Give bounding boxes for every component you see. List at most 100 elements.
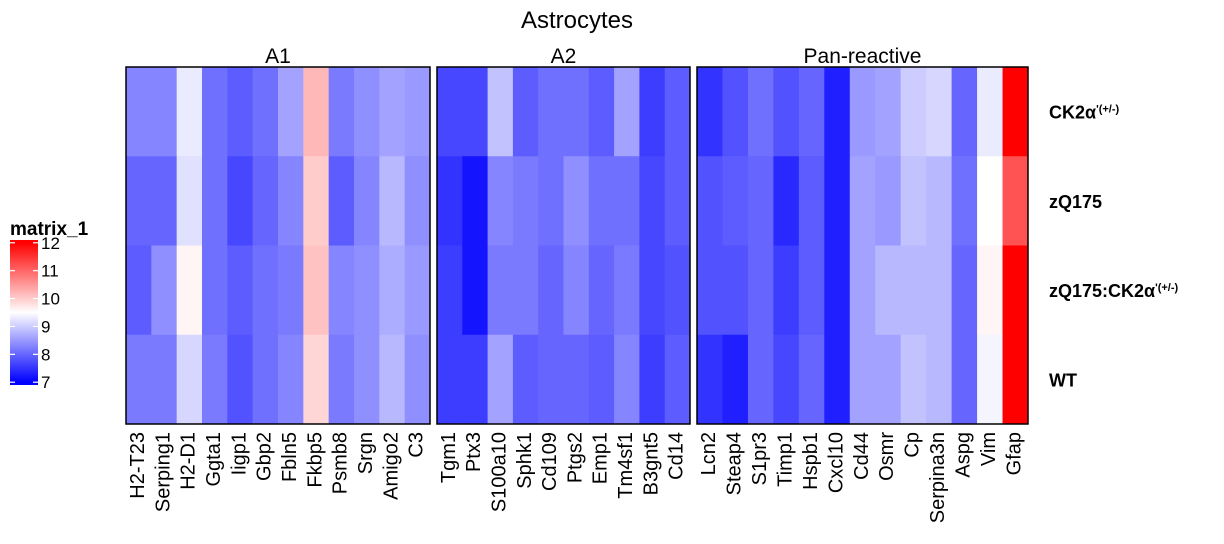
heatmap-cell <box>538 245 564 336</box>
heatmap-cell <box>538 334 564 425</box>
heatmap-cell <box>926 245 953 336</box>
heatmap-cell <box>328 156 355 246</box>
heatmap-cell <box>512 67 539 157</box>
column-label: Psmb8 <box>330 432 352 494</box>
heatmap-cell <box>900 334 927 425</box>
heatmap-cell <box>252 156 279 246</box>
heatmap-cell <box>512 245 539 336</box>
heatmap-cell <box>227 67 254 157</box>
heatmap-cell <box>798 245 825 336</box>
heatmap-cell <box>798 67 825 157</box>
heatmap-cell <box>354 67 380 157</box>
heatmap-cell <box>697 67 723 157</box>
column-label: Iigp1 <box>228 432 250 475</box>
heatmap-cell <box>664 156 691 246</box>
heatmap-cell <box>487 245 514 336</box>
heatmap-cell <box>303 156 330 246</box>
column-label: Srgn <box>355 432 377 474</box>
heatmap-cell <box>697 334 723 425</box>
heatmap-cell <box>977 67 1003 157</box>
heatmap-cell <box>404 334 431 425</box>
column-label: Fbln5 <box>279 432 301 482</box>
heatmap-cell <box>875 67 902 157</box>
heatmap-cell <box>303 334 330 425</box>
legend-tick-label: 9 <box>41 317 50 336</box>
heatmap-cell <box>588 245 615 336</box>
row-label-part: zQ175:CK2α <box>1049 281 1155 301</box>
heatmap-cell <box>824 245 851 336</box>
heatmap-cell <box>900 245 927 336</box>
heatmap-cell <box>252 334 279 425</box>
legend-tick-label: 12 <box>41 234 60 253</box>
legend-title: matrix_1 <box>10 219 89 240</box>
heatmap-cell <box>849 67 876 157</box>
heatmap-cell <box>379 67 406 157</box>
heatmap-cell <box>977 334 1003 425</box>
heatmap-cell <box>639 156 666 246</box>
heatmap-cell <box>303 67 330 157</box>
legend-tick-label: 8 <box>41 345 50 364</box>
heatmap-cell <box>639 334 666 425</box>
column-label: S100a10 <box>489 432 511 512</box>
heatmap-cell <box>563 245 590 336</box>
row-label-part: CK2α <box>1049 103 1096 123</box>
heatmap-cell <box>588 67 615 157</box>
heatmap-cell <box>176 156 203 246</box>
heatmap-cell <box>614 334 640 425</box>
column-label: Osmr <box>876 432 898 481</box>
heatmap-cell <box>354 245 380 336</box>
heatmap-cell <box>697 245 723 336</box>
heatmap-cell <box>126 156 152 246</box>
heatmap-cell <box>773 156 800 246</box>
heatmap-cell <box>379 334 406 425</box>
column-label: H2-D1 <box>178 432 200 490</box>
heatmap-cell <box>202 245 228 336</box>
heatmap-cell <box>328 334 355 425</box>
heatmap-cell <box>437 156 463 246</box>
heatmap-cell <box>1002 67 1029 157</box>
panel-border <box>696 66 1029 425</box>
heatmap-cell <box>303 245 330 336</box>
heatmap-cell <box>875 334 902 425</box>
heatmap-cell <box>977 156 1003 246</box>
heatmap-cell <box>900 156 927 246</box>
heatmap-cell <box>462 156 488 246</box>
heatmap-cell <box>227 334 254 425</box>
heatmap-cell <box>404 245 431 336</box>
chart-title: Astrocytes <box>521 7 633 34</box>
column-label: Emp1 <box>590 432 612 484</box>
heatmap-cell <box>404 156 431 246</box>
heatmap-cell <box>664 245 691 336</box>
heatmap-cell <box>437 245 463 336</box>
heatmap-cell <box>773 67 800 157</box>
heatmap-cell <box>328 67 355 157</box>
heatmap-cell <box>176 245 203 336</box>
column-label: Amigo2 <box>380 432 402 500</box>
heatmap-cell <box>900 67 927 157</box>
heatmap-cell <box>512 156 539 246</box>
heatmap-cell <box>639 245 666 336</box>
legend-bar <box>10 240 38 385</box>
heatmap-cell <box>951 156 978 246</box>
heatmap-cell <box>926 334 953 425</box>
heatmap-cell <box>722 245 749 336</box>
column-label: Tm4sf1 <box>615 432 637 499</box>
row-label-part: '(+/-) <box>1155 282 1178 294</box>
heatmap-cell <box>227 245 254 336</box>
heatmap-cell <box>977 245 1003 336</box>
heatmap-cell <box>487 156 514 246</box>
heatmap-cell <box>176 334 203 425</box>
row-label-part: zQ175 <box>1049 192 1102 212</box>
heatmap-cell <box>151 245 178 336</box>
heatmap-cell <box>875 245 902 336</box>
heatmap-cell <box>824 156 851 246</box>
column-label: Cd14 <box>666 432 688 480</box>
heatmap-cell <box>278 334 304 425</box>
row-label: WT <box>1049 370 1077 390</box>
column-label: Gbp2 <box>254 432 276 481</box>
heatmap-cell <box>849 334 876 425</box>
heatmap-cell <box>722 334 749 425</box>
heatmap-cell <box>798 334 825 425</box>
heatmap-cell <box>126 334 152 425</box>
